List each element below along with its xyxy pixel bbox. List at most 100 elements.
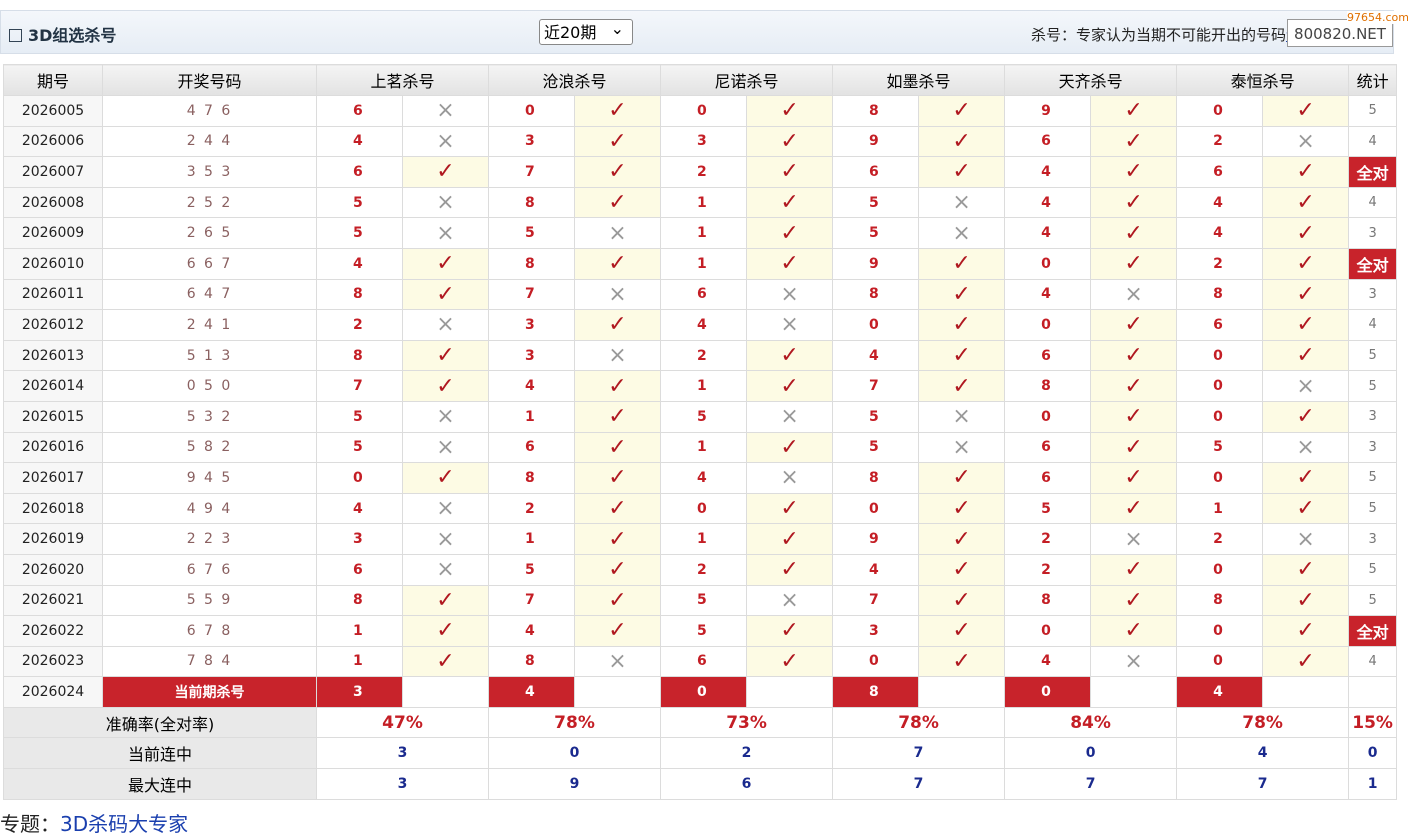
kill-result: ✓ [574, 95, 662, 127]
row: 2026014 0 5 0 7 ✓ 4 ✓ 1 ✓ 7 ✓ 8 ✓ 0 × 5 [3, 370, 1398, 402]
summary-row: 最大连中 3 9 6 7 7 7 1 [3, 768, 1398, 800]
kill-number: 6 [1004, 339, 1092, 372]
kill-number: 3 [488, 339, 576, 372]
kill-result: ✓ [1090, 247, 1178, 280]
draw-number: 7 8 4 [102, 645, 317, 678]
kill-result: ✓ [1090, 217, 1178, 249]
logo-small[interactable]: 97654.com [1347, 11, 1408, 24]
kill-result: ✓ [1090, 186, 1178, 219]
kill-number: 7 [488, 584, 576, 617]
kill-number: 3 [316, 523, 403, 555]
current-label: 当前期杀号 [102, 676, 317, 708]
kill-number: 3 [832, 615, 920, 647]
row: 2026023 7 8 4 1 ✓ 8 × 6 ✓ 0 ✓ 4 × 0 ✓ 4 [3, 645, 1398, 678]
summary-value: 15% [1348, 706, 1398, 739]
column-header: 上茗杀号 [315, 64, 490, 96]
kill-number: 0 [832, 645, 920, 678]
kill-number: 4 [660, 462, 748, 494]
kill-number: 0 [1176, 553, 1264, 586]
row: 2026015 5 3 2 5 × 1 ✓ 5 × 5 × 0 ✓ 0 ✓ 3 [3, 400, 1398, 433]
kill-result: ✓ [574, 156, 662, 188]
kill-number: 5 [832, 400, 920, 433]
kill-number: 8 [1004, 370, 1092, 402]
kill-result: ✓ [1262, 492, 1350, 525]
stat: 4 [1348, 186, 1398, 219]
kill-number: 0 [832, 309, 920, 341]
empty-cell [1348, 676, 1398, 708]
kill-number: 6 [1004, 462, 1092, 494]
summary-value: 0 [1348, 737, 1398, 770]
kill-number: 4 [660, 309, 748, 341]
kill-result: ✓ [1090, 156, 1178, 188]
summary-value: 0 [1004, 737, 1178, 770]
stat: 5 [1348, 339, 1398, 372]
kill-number: 1 [660, 247, 748, 280]
empty-cell [1262, 676, 1350, 708]
kill-result: × [574, 278, 662, 311]
summary-value: 1 [1348, 768, 1398, 800]
summary-value: 78% [1176, 706, 1350, 739]
issue: 2026020 [3, 553, 103, 586]
kill-number: 8 [316, 339, 403, 372]
summary-value: 78% [832, 706, 1006, 739]
draw-number: 3 5 3 [102, 156, 317, 188]
stat: 3 [1348, 278, 1398, 311]
kill-result: ✓ [401, 156, 490, 188]
kill-result: × [574, 645, 662, 678]
kill-result: × [918, 431, 1006, 464]
kill-number: 6 [316, 156, 403, 188]
kill-result: × [918, 400, 1006, 433]
kill-result: × [746, 584, 834, 617]
kill-result: ✓ [1090, 339, 1178, 372]
kill-number: 6 [1176, 309, 1264, 341]
kill-result: ✓ [1090, 95, 1178, 127]
kill-number: 2 [660, 553, 748, 586]
empty-cell [401, 676, 490, 708]
kill-number: 6 [1004, 125, 1092, 158]
row: 2026009 2 6 5 5 × 5 × 1 ✓ 5 × 4 ✓ 4 ✓ 3 [3, 217, 1398, 249]
kill-number: 0 [1004, 309, 1092, 341]
stat: 5 [1348, 553, 1398, 586]
kill-result: ✓ [918, 462, 1006, 494]
kill-result: ✓ [1090, 431, 1178, 464]
logo[interactable]: 800820.NET [1287, 19, 1393, 47]
kill-result: × [401, 217, 490, 249]
stat: 5 [1348, 95, 1398, 127]
kill-number: 5 [488, 553, 576, 586]
column-header: 泰恒杀号 [1176, 64, 1350, 96]
footer-link[interactable]: 3D杀码大专家 [60, 812, 189, 836]
kill-number: 0 [1176, 645, 1264, 678]
kill-number: 5 [660, 584, 748, 617]
kill-result: ✓ [746, 247, 834, 280]
kill-number: 0 [1004, 400, 1092, 433]
row: 2026017 9 4 5 0 ✓ 8 ✓ 4 × 8 ✓ 6 ✓ 0 ✓ 5 [3, 462, 1398, 494]
kill-number: 2 [1004, 553, 1092, 586]
stat: 4 [1348, 125, 1398, 158]
kill-result: ✓ [1262, 400, 1350, 433]
column-header: 如墨杀号 [832, 64, 1006, 96]
kill-number: 8 [1004, 584, 1092, 617]
row: 2026018 4 9 4 4 × 2 ✓ 0 ✓ 0 ✓ 5 ✓ 1 ✓ 5 [3, 492, 1398, 525]
kill-number: 7 [832, 370, 920, 402]
period-select[interactable]: 近20期 [539, 16, 633, 45]
footer-prefix: 专题： [0, 812, 60, 836]
draw-number: 6 7 8 [102, 615, 317, 647]
kill-number: 7 [832, 584, 920, 617]
kill-result: ✓ [918, 615, 1006, 647]
kill-result: × [401, 186, 490, 219]
footer: 专题：3D杀码大专家 [0, 808, 188, 837]
stat: 5 [1348, 370, 1398, 402]
summary-value: 4 [1176, 737, 1350, 770]
kill-result: × [401, 431, 490, 464]
kill-number: 1 [660, 523, 748, 555]
draw-number: 2 6 5 [102, 217, 317, 249]
note-text: 杀号：专家认为当期不可能开出的号码 [1031, 26, 1287, 44]
kill-number: 4 [488, 615, 576, 647]
kill-number: 5 [1004, 492, 1092, 525]
kill-result: ✓ [401, 339, 490, 372]
kill-result: ✓ [746, 156, 834, 188]
kill-result: ✓ [1262, 645, 1350, 678]
draw-number: 6 4 7 [102, 278, 317, 311]
draw-number: 5 3 2 [102, 400, 317, 433]
summary-value: 7 [832, 768, 1006, 800]
